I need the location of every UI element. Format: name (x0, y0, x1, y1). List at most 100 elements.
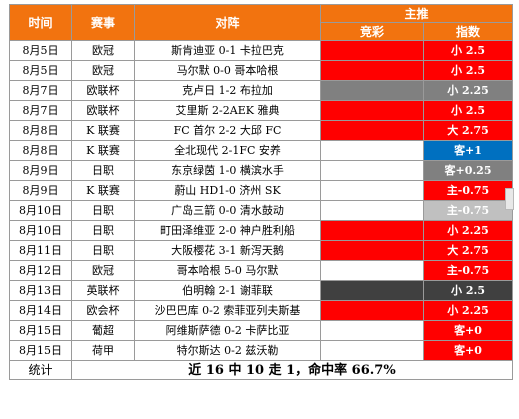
cell-time: 8月10日 (9, 220, 72, 241)
cell-match: FC 首尔 2-2 大邱 FC (134, 120, 321, 141)
cell-match: 特尔斯达 0-2 兹沃勒 (134, 340, 321, 361)
cell-time: 8月15日 (9, 320, 72, 341)
cell-event: 欧冠 (71, 40, 135, 61)
cell-match: 哥本哈根 5-0 马尔默 (134, 260, 321, 281)
cell-match: 东京绿茵 1-0 横滨水手 (134, 160, 321, 181)
table-row: 8月5日 欧冠 斯肯迪亚 0-1 卡拉巴克 小 2.5 (9, 40, 513, 61)
cell-match: 阿维斯萨德 0-2 卡萨比亚 (134, 320, 321, 341)
header-index: 指数 (423, 22, 513, 41)
table-row: 8月14日 欧会杯 沙巴巴库 0-2 索菲亚列夫斯基 小 2.25 (9, 300, 513, 321)
table-row: 8月7日 欧联杯 艾里斯 2-2AEK 雅典 小 2.5 (9, 100, 513, 121)
cell-match: 沙巴巴库 0-2 索菲亚列夫斯基 (134, 300, 321, 321)
cell-jingcai (320, 300, 424, 321)
table-row: 8月15日 葡超 阿维斯萨德 0-2 卡萨比亚 客+0 (9, 320, 513, 341)
table-body: 8月5日 欧冠 斯肯迪亚 0-1 卡拉巴克小 2.5 8月5日 欧冠 马尔默 0-0 哥本… (9, 40, 513, 361)
cell-index: 客+0.25 (423, 160, 513, 181)
cell-jingcai (320, 200, 424, 221)
cell-match: 伯明翰 2-1 谢菲联 (134, 280, 321, 301)
cell-match: 马尔默 0-0 哥本哈根 (134, 60, 321, 81)
cell-index: 客+0 (423, 320, 513, 341)
cell-time: 8月9日 (9, 160, 72, 181)
cell-match: 斯肯迪亚 0-1 卡拉巴克 (134, 40, 321, 61)
cell-event: K 联赛 (71, 140, 135, 161)
cell-event: 日职 (71, 200, 135, 221)
table-row: 8月9日 K 联赛 蔚山 HD1-0 济州 SK 主-0.75 (9, 180, 513, 201)
cell-jingcai (320, 120, 424, 141)
cell-jingcai (320, 160, 424, 181)
cell-index: 小 2.25 (423, 220, 513, 241)
table-row: 8月5日 欧冠 马尔默 0-0 哥本哈根 小 2.5 (9, 60, 513, 81)
cell-time: 8月11日 (9, 240, 72, 261)
cell-index: 小 2.5 (423, 60, 513, 81)
cell-jingcai (320, 260, 424, 281)
table-row: 8月8日 K 联赛 FC 首尔 2-2 大邱 FC 大 2.75 (9, 120, 513, 141)
cell-event: 荷甲 (71, 340, 135, 361)
cell-jingcai (320, 100, 424, 121)
cell-jingcai (320, 140, 424, 161)
cell-event: K 联赛 (71, 120, 135, 141)
cell-event: 英联杯 (71, 280, 135, 301)
footer-label: 统计 (9, 360, 72, 380)
cell-event: 日职 (71, 160, 135, 181)
table-row: 8月11日 日职 大阪樱花 3-1 新泻天鹅 大 2.75 (9, 240, 513, 261)
cell-match: 全北现代 2-1FC 安养 (134, 140, 321, 161)
cell-jingcai (320, 320, 424, 341)
cell-time: 8月8日 (9, 120, 72, 141)
header-time: 时间 (9, 4, 72, 41)
cell-jingcai (320, 180, 424, 201)
cell-time: 8月8日 (9, 140, 72, 161)
cell-index: 小 2.5 (423, 40, 513, 61)
cell-jingcai (320, 60, 424, 81)
cell-index: 小 2.5 (423, 100, 513, 121)
cell-event: 欧联杯 (71, 80, 135, 101)
cell-time: 8月5日 (9, 60, 72, 81)
table-row: 8月8日 K 联赛 全北现代 2-1FC 安养 客+1 (9, 140, 513, 161)
cell-time: 8月10日 (9, 200, 72, 221)
header-main-pick: 主推 (320, 4, 513, 23)
header-match: 对阵 (134, 4, 321, 41)
header-jingcai: 竞彩 (320, 22, 424, 41)
table-row: 8月13日 英联杯 伯明翰 2-1 谢菲联 小 2.5 (9, 280, 513, 301)
cell-time: 8月13日 (9, 280, 72, 301)
cell-event: 欧联杯 (71, 100, 135, 121)
cell-event: 欧冠 (71, 60, 135, 81)
cell-jingcai (320, 280, 424, 301)
cell-event: K 联赛 (71, 180, 135, 201)
cell-event: 日职 (71, 220, 135, 241)
cell-jingcai (320, 80, 424, 101)
cell-time: 8月12日 (9, 260, 72, 281)
cell-index: 主-0.75 (423, 180, 513, 201)
cell-time: 8月7日 (9, 100, 72, 121)
table-row: 8月10日 日职 町田泽维亚 2-0 神户胜利船 小 2.25 (9, 220, 513, 241)
cell-match: 蔚山 HD1-0 济州 SK (134, 180, 321, 201)
cell-jingcai (320, 340, 424, 361)
cell-match: 艾里斯 2-2AEK 雅典 (134, 100, 321, 121)
cell-time: 8月9日 (9, 180, 72, 201)
match-table: 时间 赛事 对阵 主推 竞彩 指数 8月5日 欧冠 斯肯迪亚 0-1 卡拉巴克小 2… (9, 4, 513, 380)
table-row: 8月15日 荷甲 特尔斯达 0-2 兹沃勒 客+0 (9, 340, 513, 361)
cell-index: 主-0.75 (423, 200, 513, 221)
cell-index: 小 2.5 (423, 280, 513, 301)
cell-event: 欧冠 (71, 260, 135, 281)
cell-match: 克卢日 1-2 布拉加 (134, 80, 321, 101)
cell-index: 小 2.25 (423, 80, 513, 101)
cell-time: 8月5日 (9, 40, 72, 61)
table-row: 8月9日 日职 东京绿茵 1-0 横滨水手 客+0.25 (9, 160, 513, 181)
cell-index: 大 2.75 (423, 240, 513, 261)
table-row: 8月12日 欧冠 哥本哈根 5-0 马尔默 主-0.75 (9, 260, 513, 281)
cell-event: 葡超 (71, 320, 135, 341)
cell-match: 町田泽维亚 2-0 神户胜利船 (134, 220, 321, 241)
cell-index: 主-0.75 (423, 260, 513, 281)
cell-index: 客+0 (423, 340, 513, 361)
header-event: 赛事 (71, 4, 135, 41)
cell-index: 客+1 (423, 140, 513, 161)
cell-match: 大阪樱花 3-1 新泻天鹅 (134, 240, 321, 261)
cell-match: 广岛三箭 0-0 清水鼓动 (134, 200, 321, 221)
cell-index: 小 2.25 (423, 300, 513, 321)
scroll-handle[interactable] (505, 188, 514, 210)
cell-index: 大 2.75 (423, 120, 513, 141)
cell-jingcai (320, 40, 424, 61)
table-row: 8月7日 欧联杯 克卢日 1-2 布拉加 小 2.25 (9, 80, 513, 101)
cell-time: 8月15日 (9, 340, 72, 361)
cell-time: 8月7日 (9, 80, 72, 101)
